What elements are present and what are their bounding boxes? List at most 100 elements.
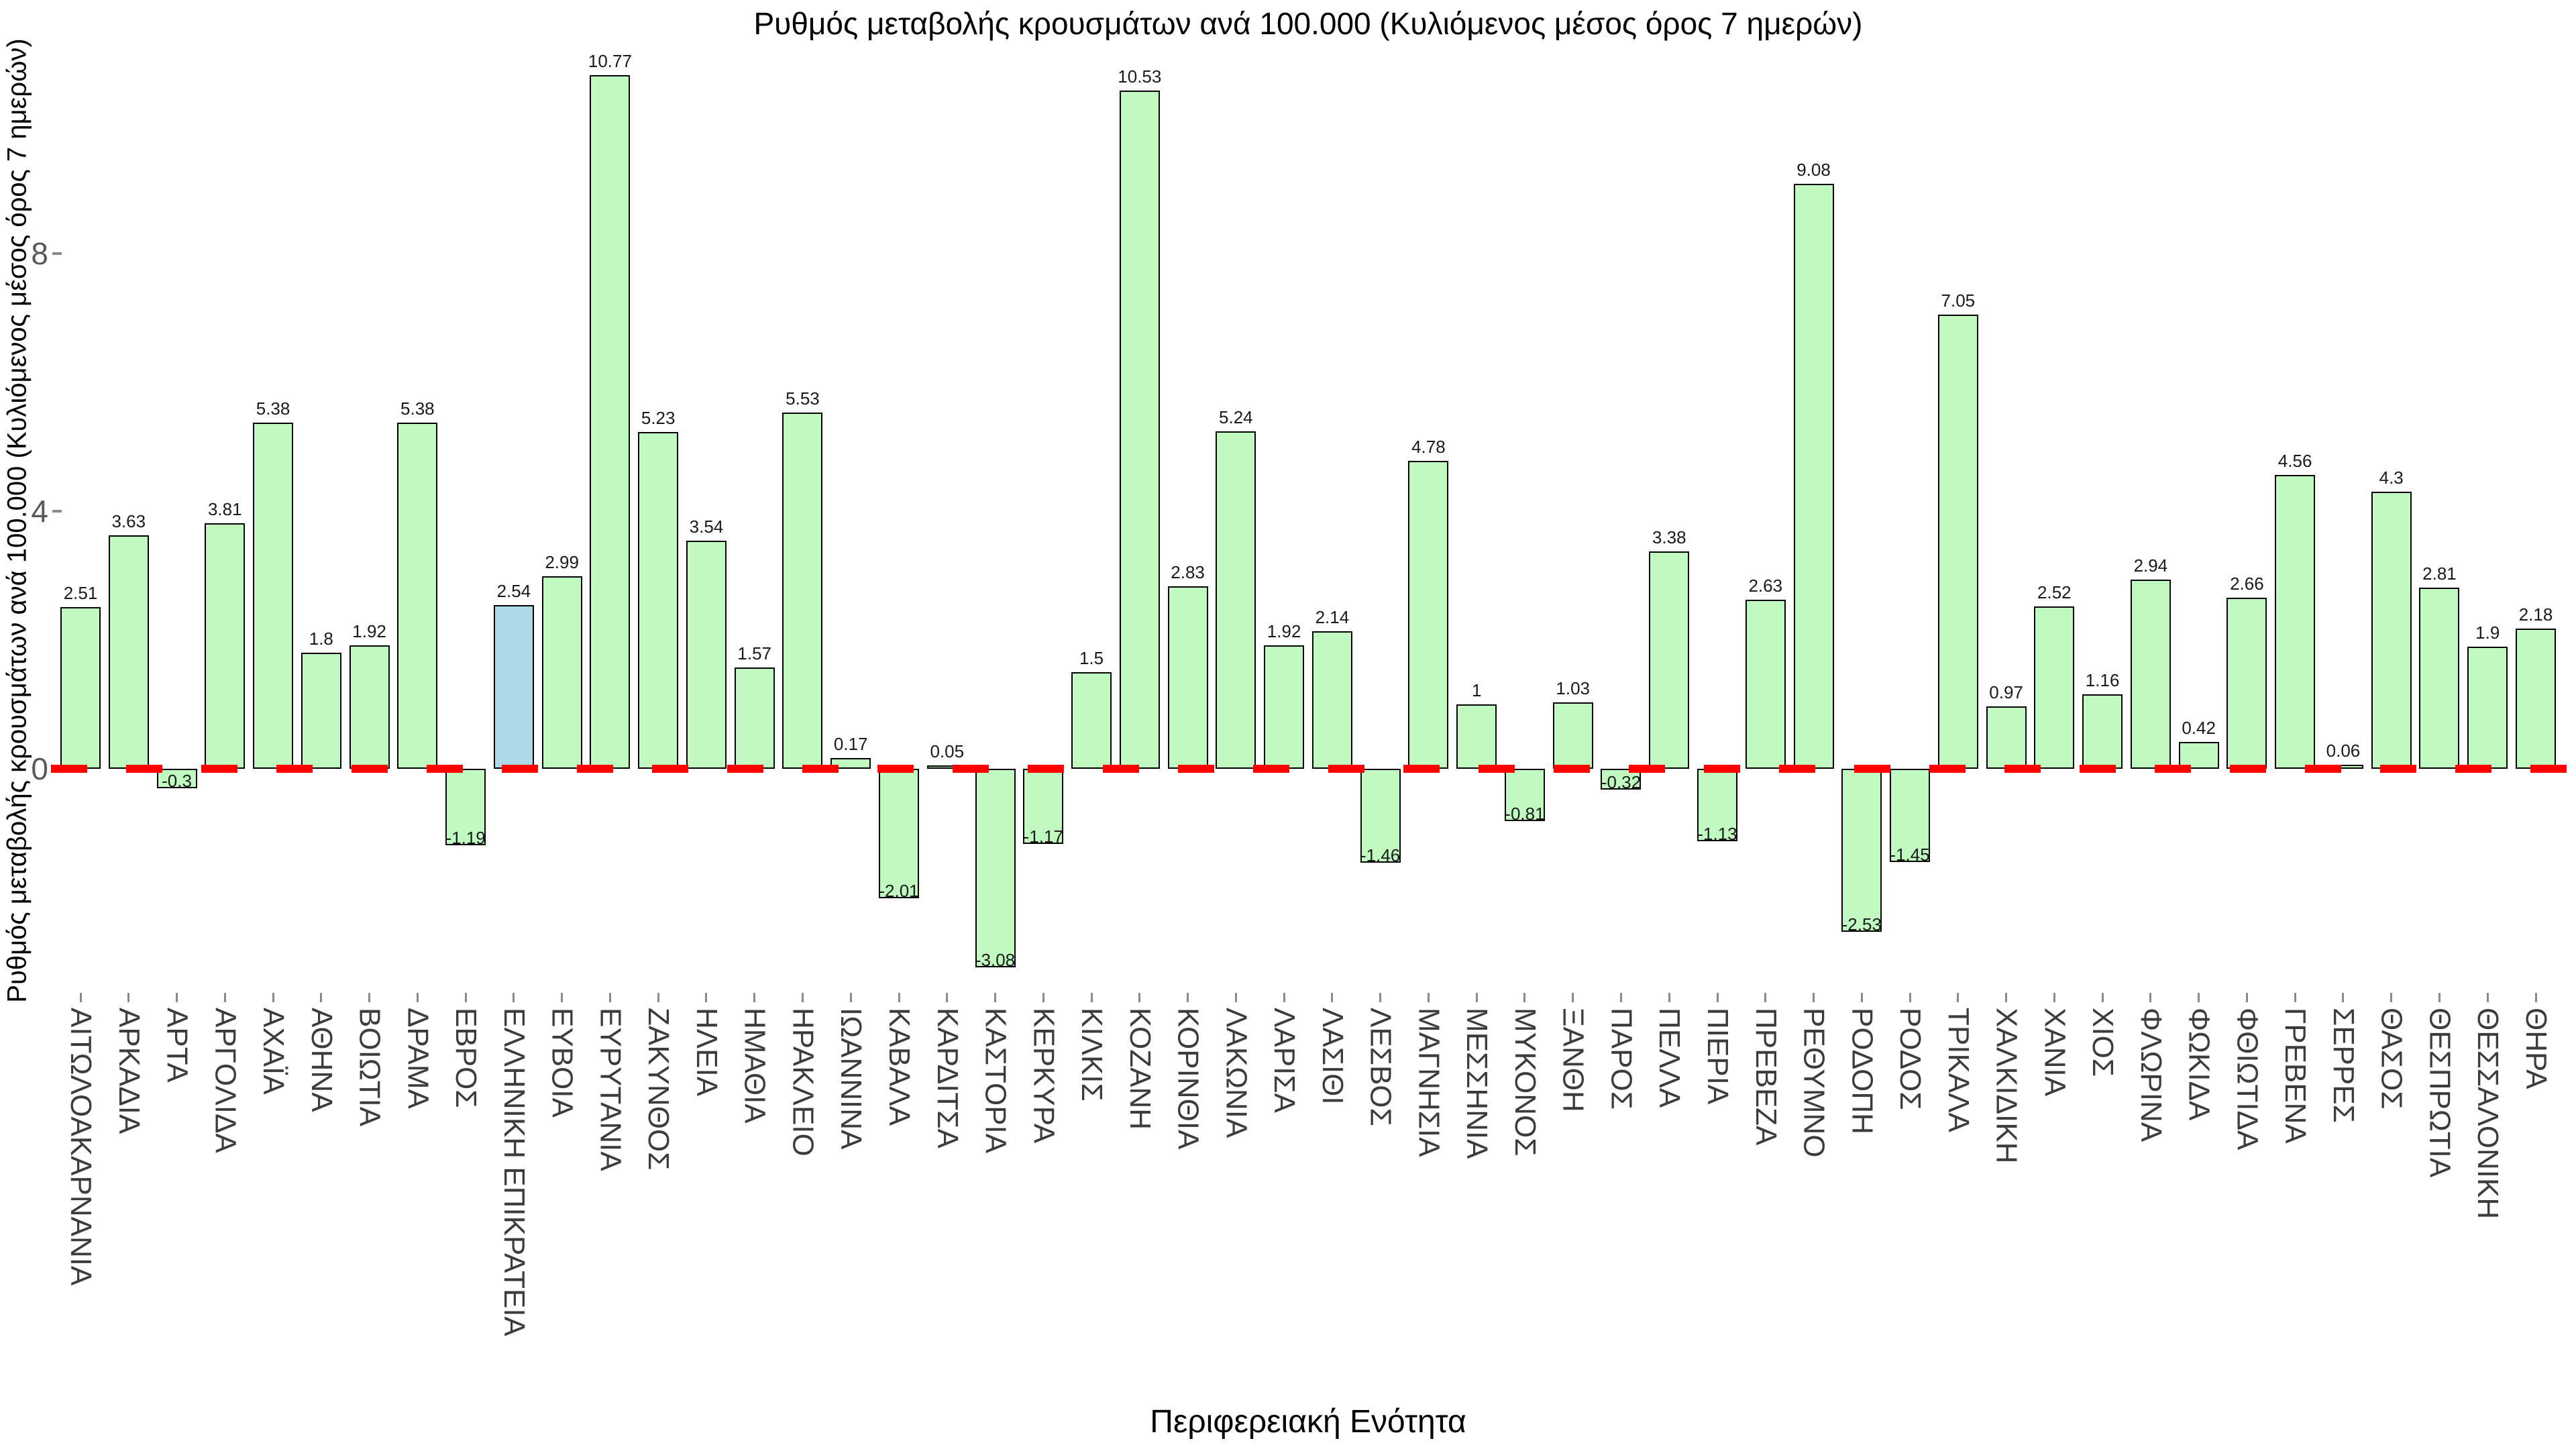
bar-value-label: 1.57 bbox=[737, 643, 772, 664]
x-tick-mark bbox=[416, 993, 419, 1002]
bar bbox=[493, 605, 534, 769]
bar-value-label: -0.81 bbox=[1505, 803, 1545, 824]
bar bbox=[1264, 645, 1305, 769]
bar-value-label: 3.54 bbox=[689, 517, 724, 537]
x-tick-mark bbox=[1764, 993, 1767, 1002]
bar-value-label: 1.9 bbox=[2475, 622, 2500, 643]
bar bbox=[975, 769, 1016, 967]
x-tick-mark bbox=[608, 993, 611, 1002]
y-tick-mark bbox=[52, 510, 62, 513]
y-tick-label: 0 bbox=[31, 751, 48, 786]
zero-reference-line bbox=[51, 765, 2576, 773]
x-tick-mark bbox=[127, 993, 130, 1002]
bar-value-label: 0.05 bbox=[930, 741, 965, 762]
x-tick-label: ΘΕΣΠΡΩΤΙΑ bbox=[2423, 1008, 2457, 1178]
bar-value-label: -2.53 bbox=[1841, 914, 1882, 934]
x-tick-mark bbox=[1957, 993, 1960, 1002]
bar bbox=[638, 431, 679, 769]
x-tick-label: ΑΡΓΟΛΙΔΑ bbox=[209, 1008, 242, 1153]
bar-value-label: -3.08 bbox=[975, 949, 1016, 970]
bar bbox=[2516, 628, 2556, 769]
x-tick-label: ΚΑΒΑΛΑ bbox=[883, 1008, 916, 1126]
bar-value-label: 7.05 bbox=[1941, 290, 1976, 311]
bar-value-label: -1.45 bbox=[1890, 845, 1930, 865]
x-tick-mark bbox=[272, 993, 274, 1002]
x-tick-label: ΕΒΡΟΣ bbox=[449, 1008, 483, 1108]
bar bbox=[1360, 769, 1401, 863]
x-tick-mark bbox=[801, 993, 804, 1002]
x-tick-label: ΘΑΣΟΣ bbox=[2375, 1008, 2408, 1110]
bar-value-label: 3.38 bbox=[1652, 527, 1686, 547]
y-tick-mark bbox=[52, 252, 62, 255]
x-tick-label: ΑΡΤΑ bbox=[160, 1008, 194, 1083]
x-tick-label: ΠΑΡΟΣ bbox=[1605, 1008, 1638, 1110]
bar bbox=[1408, 461, 1449, 769]
bar-value-label: -1.19 bbox=[445, 828, 486, 849]
bar-value-label: 0.97 bbox=[1989, 682, 2023, 702]
x-tick-label: ΞΑΝΘΗ bbox=[1556, 1008, 1590, 1112]
bar bbox=[686, 541, 727, 769]
bar-value-label: 2.52 bbox=[2037, 582, 2072, 603]
bar-value-label: 1.16 bbox=[2085, 669, 2120, 690]
x-tick-label: ΕΥΒΟΙΑ bbox=[545, 1008, 579, 1118]
x-tick-label: ΚΕΡΚΥΡΑ bbox=[1027, 1008, 1061, 1144]
x-tick-label: ΠΡΕΒΕΖΑ bbox=[1749, 1008, 1782, 1146]
bar-value-label: 1.92 bbox=[1267, 621, 1301, 641]
x-tick-mark bbox=[2294, 993, 2296, 1002]
x-tick-label: ΠΙΕΡΙΑ bbox=[1701, 1008, 1734, 1105]
bar bbox=[734, 667, 775, 769]
bar bbox=[445, 769, 486, 846]
x-tick-label: ΑΧΑΪΑ bbox=[257, 1008, 290, 1095]
x-tick-mark bbox=[1668, 993, 1670, 1002]
x-tick-mark bbox=[946, 993, 949, 1002]
x-tick-mark bbox=[994, 993, 997, 1002]
x-tick-mark bbox=[368, 993, 371, 1002]
bar bbox=[1216, 431, 1256, 769]
x-tick-label: ΧΑΝΙΑ bbox=[2038, 1008, 2072, 1097]
bar-value-label: -0.3 bbox=[162, 770, 192, 791]
bar bbox=[1119, 91, 1160, 769]
bar-value-label: 5.38 bbox=[400, 398, 435, 419]
bar-value-label: -1.17 bbox=[1023, 826, 1063, 847]
bar bbox=[2371, 492, 2412, 769]
x-tick-mark bbox=[561, 993, 564, 1002]
bar-value-label: 2.54 bbox=[496, 581, 531, 602]
bar-value-label: 2.66 bbox=[2230, 573, 2264, 594]
bar bbox=[1745, 599, 1786, 769]
bar bbox=[397, 422, 438, 769]
x-tick-label: ΦΛΩΡΙΝΑ bbox=[2134, 1008, 2167, 1142]
x-tick-mark bbox=[1283, 993, 1285, 1002]
bar bbox=[2082, 694, 2123, 769]
x-tick-label: ΛΑΚΩΝΙΑ bbox=[1220, 1008, 1253, 1138]
bar bbox=[2275, 475, 2316, 769]
bar bbox=[1649, 551, 1690, 769]
bar-value-label: 10.77 bbox=[588, 51, 632, 72]
x-tick-label: ΧΑΛΚΙΔΙΚΗ bbox=[1990, 1008, 2023, 1164]
bar bbox=[2467, 646, 2508, 769]
x-tick-mark bbox=[1138, 993, 1141, 1002]
bar-value-label: 9.08 bbox=[1796, 160, 1831, 180]
x-tick-label: ΛΕΣΒΟΣ bbox=[1364, 1008, 1397, 1126]
bar bbox=[1986, 706, 2027, 769]
x-tick-label: ΕΥΡΥΤΑΝΙΑ bbox=[594, 1008, 627, 1171]
bar bbox=[60, 607, 101, 769]
bar-value-label: 2.81 bbox=[2422, 564, 2457, 584]
bar-value-label: 1.03 bbox=[1556, 678, 1591, 699]
x-tick-mark bbox=[176, 993, 178, 1002]
bar bbox=[301, 653, 341, 769]
bar-value-label: 2.14 bbox=[1315, 606, 1350, 627]
x-tick-mark bbox=[753, 993, 756, 1002]
bar bbox=[1167, 586, 1208, 769]
x-tick-label: ΜΕΣΣΗΝΙΑ bbox=[1460, 1008, 1494, 1159]
bar-value-label: 0.17 bbox=[833, 733, 868, 754]
bar bbox=[2178, 741, 2219, 769]
x-tick-label: ΑΡΚΑΔΙΑ bbox=[112, 1008, 146, 1134]
bar-value-label: 5.38 bbox=[256, 398, 290, 419]
x-tick-mark bbox=[2390, 993, 2393, 1002]
x-tick-label: ΗΛΕΙΑ bbox=[690, 1008, 723, 1097]
x-tick-mark bbox=[513, 993, 515, 1002]
x-tick-label: ΙΩΑΝΝΙΝΑ bbox=[835, 1008, 868, 1150]
x-tick-label: ΛΑΣΙΘΙ bbox=[1316, 1008, 1349, 1105]
x-tick-mark bbox=[2245, 993, 2248, 1002]
bar bbox=[253, 422, 294, 769]
